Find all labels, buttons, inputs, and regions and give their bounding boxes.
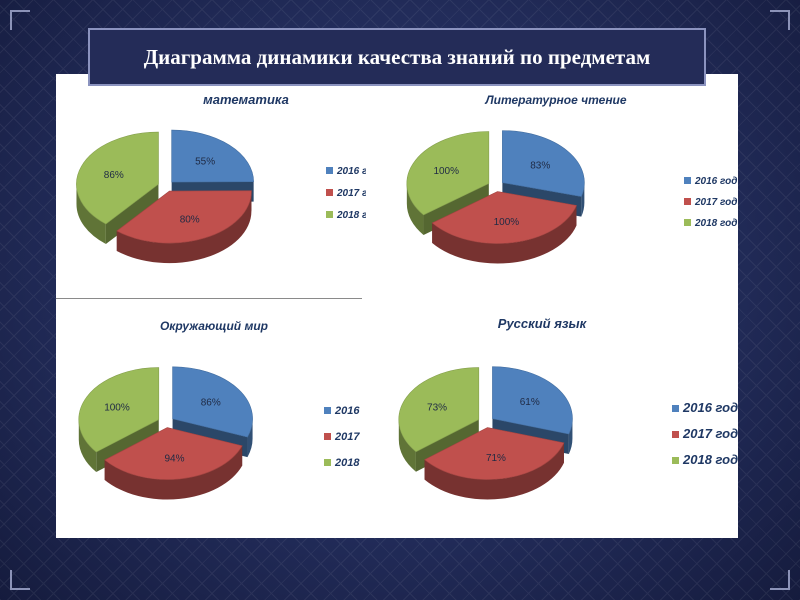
slice-data-label: 80% — [180, 214, 200, 225]
corner-bracket — [770, 10, 790, 30]
slice-data-label: 86% — [104, 170, 124, 181]
corner-bracket — [10, 10, 30, 30]
pie-slices: 55% 86% 80% — [76, 129, 254, 264]
legend-entry: 2016 год — [336, 166, 366, 177]
legend-swatch — [684, 198, 691, 205]
legend-entry: 2018 год — [336, 210, 366, 221]
pie-slice-2017-год — [431, 191, 577, 244]
slice-data-label: 100% — [433, 166, 459, 177]
legend-swatch — [326, 189, 333, 196]
slice-data-label: 73% — [427, 402, 447, 413]
corner-bracket — [770, 570, 790, 590]
pie-slice-2016-год — [502, 130, 585, 197]
chart-legend: 2016 год 2017 год 2018 год — [684, 176, 737, 229]
legend-entry: 2017 — [334, 431, 360, 443]
legend-entry: 2016 год — [682, 400, 738, 415]
corner-bracket — [10, 570, 30, 590]
legend-entry: 2017 год — [694, 197, 737, 208]
legend-entry: 2018 год — [694, 218, 737, 229]
slice-data-label: 71% — [486, 453, 506, 464]
pie-slice-2017-год — [424, 427, 565, 480]
chart-title: Русский язык — [498, 316, 588, 331]
legend-entry: 2016 — [334, 405, 360, 417]
slice-data-label: 55% — [195, 157, 215, 168]
chart-title: математика — [203, 92, 289, 107]
slice-side — [398, 419, 416, 472]
slice-data-label: 94% — [165, 453, 185, 464]
legend-entry: 2017 год — [682, 426, 738, 441]
legend-entry: 2018 год — [682, 452, 738, 467]
pie-slice-2016-год — [492, 366, 573, 435]
chart-panel-world-around: Окружающий мир 86% 100% 94% 2016 2017 2018 — [56, 300, 366, 538]
chart-panel-literary-reading: Литературное чтение 83% 100% 100% 2016 год 20… — [366, 74, 738, 300]
pie-slice-2018-год — [406, 131, 490, 216]
slide-title-box: Диаграмма динамики качества знаний по пр… — [88, 28, 706, 86]
chart-title: Литературное чтение — [484, 93, 626, 107]
legend-swatch — [324, 433, 331, 440]
legend-swatch — [672, 405, 679, 412]
slice-data-label: 100% — [494, 217, 520, 228]
legend-entry: 2016 год — [694, 176, 737, 187]
slice-side — [116, 191, 252, 264]
chart-legend: 2016 год 2017 год 2018 год — [672, 400, 738, 467]
slice-side — [424, 442, 564, 500]
pie-chart-world-around: Окружающий мир 86% 100% 94% 2016 2017 2018 — [78, 319, 360, 500]
chart-panel-russian-language: Русский язык 61% 73% 71% 2016 год 2017 год 201… — [366, 300, 738, 538]
slice-data-label: 86% — [201, 398, 221, 409]
slice-side — [432, 205, 577, 264]
slice-side — [406, 183, 424, 235]
legend-entry: 2017 год — [336, 188, 366, 199]
pie-slice-2018-год — [76, 131, 159, 225]
pie-chart-math: математика 55% 86% 80% 2016 год 2017 год 2018 … — [76, 92, 366, 264]
chart-legend: 2016 2017 2018 — [324, 405, 360, 469]
pie-slices: 83% 100% 100% — [406, 130, 585, 264]
chart-title: Окружающий мир — [160, 319, 268, 333]
pie-slice-2016 — [172, 366, 253, 438]
legend-swatch — [324, 459, 331, 466]
pie-slice-2018-год — [398, 367, 480, 453]
legend-swatch — [324, 407, 331, 414]
slice-data-label: 61% — [520, 397, 540, 408]
slice-side — [104, 445, 243, 500]
chart-panel-math: математика 55% 86% 80% 2016 год 2017 год 2018 … — [56, 74, 366, 300]
pie-slices: 61% 73% 71% — [398, 366, 573, 500]
panel-divider — [56, 298, 362, 299]
slice-side — [581, 182, 585, 217]
legend-swatch — [326, 167, 333, 174]
chart-legend: 2016 год 2017 год 2018 год — [326, 166, 366, 221]
slice-data-label: 83% — [530, 160, 550, 171]
legend-swatch — [684, 219, 691, 226]
legend-entry: 2018 — [334, 457, 360, 469]
pie-slice-2017-год — [116, 190, 252, 244]
pie-slice-2017 — [104, 427, 243, 480]
legend-swatch — [326, 211, 333, 218]
legend-swatch — [684, 177, 691, 184]
slice-data-label: 100% — [104, 402, 130, 413]
pie-slices: 86% 100% 94% — [78, 366, 253, 500]
legend-swatch — [672, 457, 679, 464]
slide-title: Диаграмма динамики качества знаний по пр… — [143, 44, 651, 69]
pie-slice-2018 — [78, 367, 160, 453]
pie-slice-2016-год — [171, 129, 254, 183]
slice-side — [78, 419, 97, 472]
legend-swatch — [672, 431, 679, 438]
